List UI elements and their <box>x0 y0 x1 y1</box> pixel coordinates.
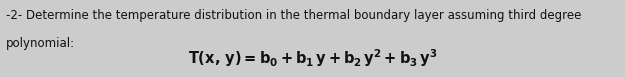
Text: $\bf{T(x,\,y)=b_0+b_1\,y+b_2\,y^2+b_3\,y^3}$: $\bf{T(x,\,y)=b_0+b_1\,y+b_2\,y^2+b_3\,y… <box>188 48 438 69</box>
Text: polynomial:: polynomial: <box>6 37 76 50</box>
Text: -2- Determine the temperature distribution in the thermal boundary layer assumin: -2- Determine the temperature distributi… <box>6 9 582 22</box>
